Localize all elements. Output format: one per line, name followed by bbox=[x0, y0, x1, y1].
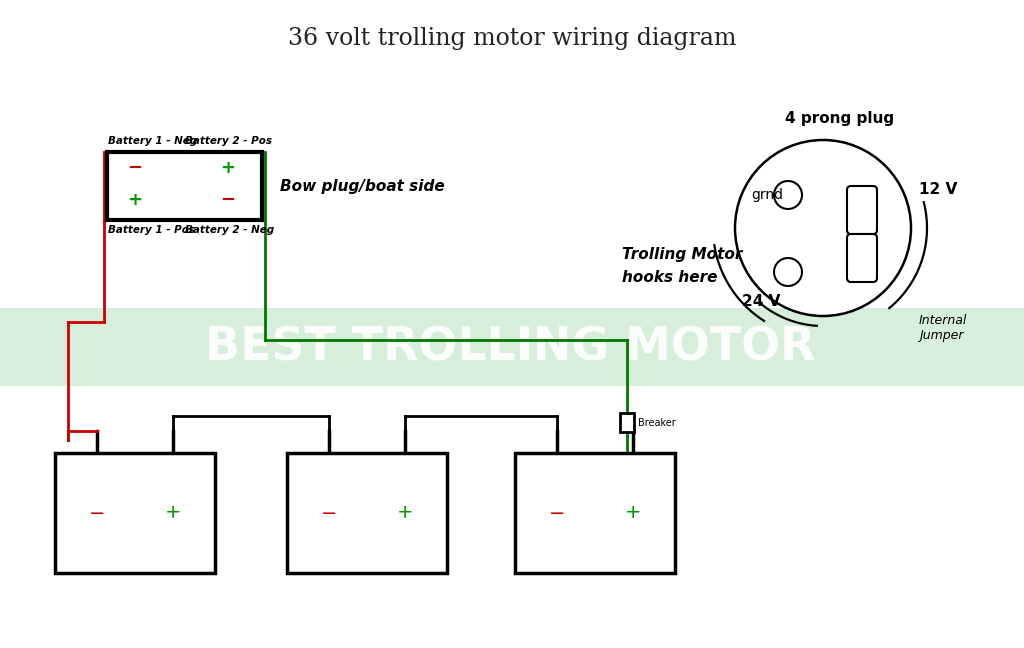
Bar bbox=[55, 453, 215, 573]
Bar bbox=[515, 453, 675, 573]
Text: Trolling Motor: Trolling Motor bbox=[622, 248, 742, 262]
Text: Battery 2 - Pos: Battery 2 - Pos bbox=[185, 136, 272, 146]
Circle shape bbox=[774, 258, 802, 286]
Text: −: − bbox=[321, 503, 337, 522]
Bar bbox=[0, 308, 1024, 386]
Text: Battery 1 - Pos: Battery 1 - Pos bbox=[108, 225, 195, 235]
Circle shape bbox=[735, 140, 911, 316]
Text: Battery 2 - Neg: Battery 2 - Neg bbox=[185, 225, 274, 235]
Bar bbox=[620, 413, 634, 432]
Text: grnd: grnd bbox=[751, 188, 783, 202]
Text: −: − bbox=[549, 503, 565, 522]
Text: BEST TROLLING MOTOR: BEST TROLLING MOTOR bbox=[205, 325, 815, 371]
Circle shape bbox=[774, 181, 802, 209]
Text: +: + bbox=[165, 503, 181, 522]
Text: 36 volt trolling motor wiring diagram: 36 volt trolling motor wiring diagram bbox=[288, 27, 736, 49]
Text: −: − bbox=[89, 503, 105, 522]
Text: Internal: Internal bbox=[919, 314, 968, 327]
Text: 24 V: 24 V bbox=[741, 294, 780, 309]
Text: Breaker: Breaker bbox=[638, 417, 676, 428]
Text: +: + bbox=[220, 159, 236, 177]
FancyBboxPatch shape bbox=[847, 186, 877, 234]
Text: +: + bbox=[128, 191, 142, 209]
Bar bbox=[106, 152, 262, 220]
Text: +: + bbox=[625, 503, 641, 522]
Text: Bow plug/boat side: Bow plug/boat side bbox=[280, 178, 444, 194]
Text: 12 V: 12 V bbox=[919, 183, 957, 198]
Text: +: + bbox=[396, 503, 414, 522]
Bar bbox=[287, 453, 447, 573]
Text: −: − bbox=[220, 191, 236, 209]
FancyBboxPatch shape bbox=[847, 234, 877, 282]
Text: −: − bbox=[127, 159, 142, 177]
Text: Battery 1 - Neg: Battery 1 - Neg bbox=[108, 136, 198, 146]
Text: hooks here: hooks here bbox=[622, 270, 718, 286]
Text: Jumper: Jumper bbox=[919, 329, 964, 343]
Text: 4 prong plug: 4 prong plug bbox=[785, 111, 895, 126]
